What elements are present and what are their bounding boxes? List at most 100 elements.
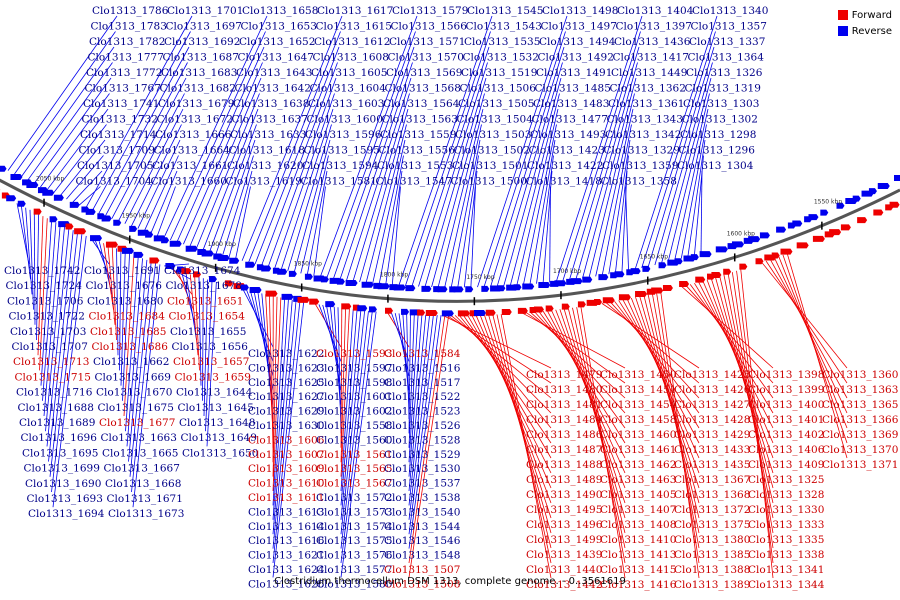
legend: Forward Reverse (837, 8, 892, 40)
gene-label: Clo1313_1682 (160, 83, 236, 95)
gene-label: Clo1313_1679 (158, 98, 234, 110)
gene-label: Clo1313_1598 (316, 377, 392, 389)
leader-line (123, 255, 135, 417)
gene-label: Clo1313_1624 (248, 564, 325, 576)
leader-line (52, 235, 87, 508)
gene-label: Clo1313_1389 (674, 579, 750, 591)
gene-label: Clo1313_1488 (526, 459, 602, 471)
gene-label: Clo1313_1652 (239, 36, 315, 48)
leader-line (103, 243, 114, 310)
gene-feature (771, 252, 780, 259)
leader-line (601, 124, 632, 276)
gene-label: Clo1313_1494 (539, 36, 616, 48)
gene-feature (690, 254, 699, 261)
gene-label: Clo1313_1742 (4, 265, 80, 277)
leader-line (132, 264, 161, 508)
leader-line (408, 314, 419, 463)
leader-line (183, 62, 263, 245)
gene-label: Clo1313_1462 (600, 459, 676, 471)
leader-line (496, 62, 563, 287)
leader-line (118, 93, 185, 222)
leader-line (98, 46, 190, 214)
gene-label: Clo1313_1480 (526, 384, 602, 396)
leader-line (567, 308, 626, 534)
leader-line (111, 77, 187, 219)
leader-line (736, 270, 774, 564)
gene-label: Clo1313_1688 (18, 402, 94, 414)
gene-feature (877, 182, 890, 189)
gene-label: Clo1313_1397 (616, 21, 692, 33)
gene-label: Clo1313_1653 (241, 21, 317, 33)
leader-line (689, 284, 774, 399)
leader-line (137, 139, 181, 229)
gene-label: Clo1313_1645 (178, 402, 254, 414)
gene-label: Clo1313_1676 (86, 280, 163, 292)
leader-line (48, 230, 74, 462)
gene-label: Clo1313_1609 (248, 463, 324, 475)
leader-line (408, 315, 446, 564)
gene-label: Clo1313_1558 (316, 420, 392, 432)
gene-label: Clo1313_1594 (302, 160, 379, 172)
leader-line (116, 248, 119, 356)
gene-label: Clo1313_1418 (526, 176, 602, 188)
leader-line (641, 31, 716, 268)
leader-line (222, 155, 254, 256)
leader-line (333, 46, 415, 279)
gene-label: Clo1313_1367 (674, 474, 750, 486)
leader-line (398, 15, 493, 286)
leader-line (313, 186, 326, 276)
leader-line (719, 275, 774, 504)
axis-tick-label: 1750 kbp (466, 274, 494, 281)
gene-label: Clo1313_1326 (686, 67, 763, 79)
gene-feature (240, 284, 249, 291)
gene-label: Clo1313_1423 (529, 145, 605, 157)
gene-label: Clo1313_1767 (85, 83, 161, 95)
leader-line (562, 31, 641, 282)
leader-line (661, 77, 712, 264)
gene-label: Clo1313_1416 (600, 579, 677, 591)
leader-line (680, 124, 707, 259)
gene-feature (598, 274, 609, 281)
leader-line (681, 286, 774, 369)
leader-line (609, 301, 700, 399)
gene-feature (149, 257, 160, 264)
leader-line (340, 310, 369, 549)
gene-feature (421, 285, 432, 292)
gene-label: Clo1313_1595 (304, 145, 380, 157)
gene-label: Clo1313_1613 (248, 506, 324, 518)
gene-feature (538, 281, 551, 288)
gene-label: Clo1313_1772 (86, 67, 162, 79)
leader-line (126, 258, 143, 447)
gene-label: Clo1313_1673 (108, 508, 184, 520)
gene-label: Clo1313_1677 (99, 417, 175, 429)
leader-line (209, 124, 257, 253)
gene-label: Clo1313_1491 (536, 67, 612, 79)
gene-label: Clo1313_1333 (748, 519, 824, 531)
gene-feature (169, 240, 182, 247)
leader-line (346, 77, 412, 281)
leader-line (235, 186, 251, 260)
gene-label: Clo1313_1442 (526, 579, 602, 591)
leader-line (765, 260, 848, 384)
leader-line (124, 108, 184, 224)
leader-line (740, 269, 774, 579)
leader-line (643, 295, 700, 519)
gene-label: Clo1313_1365 (822, 399, 898, 411)
leader-line (522, 124, 557, 285)
gene-label: Clo1313_1605 (311, 67, 387, 79)
leader-line (33, 211, 36, 325)
leader-line (128, 259, 148, 462)
leader-line (119, 250, 122, 371)
leader-line (340, 311, 373, 564)
leader-line (625, 186, 629, 271)
gene-label: Clo1313_1298 (680, 129, 756, 141)
leader-line (7, 15, 118, 171)
gene-label: Clo1313_1657 (173, 356, 249, 368)
gene-label: Clo1313_1685 (90, 326, 166, 338)
leader-line (272, 297, 282, 492)
gene-feature (674, 258, 683, 265)
forward-swatch (837, 10, 848, 20)
gene-label: Clo1313_1691 (84, 265, 160, 277)
gene-feature (759, 232, 770, 239)
leader-line (391, 186, 401, 286)
